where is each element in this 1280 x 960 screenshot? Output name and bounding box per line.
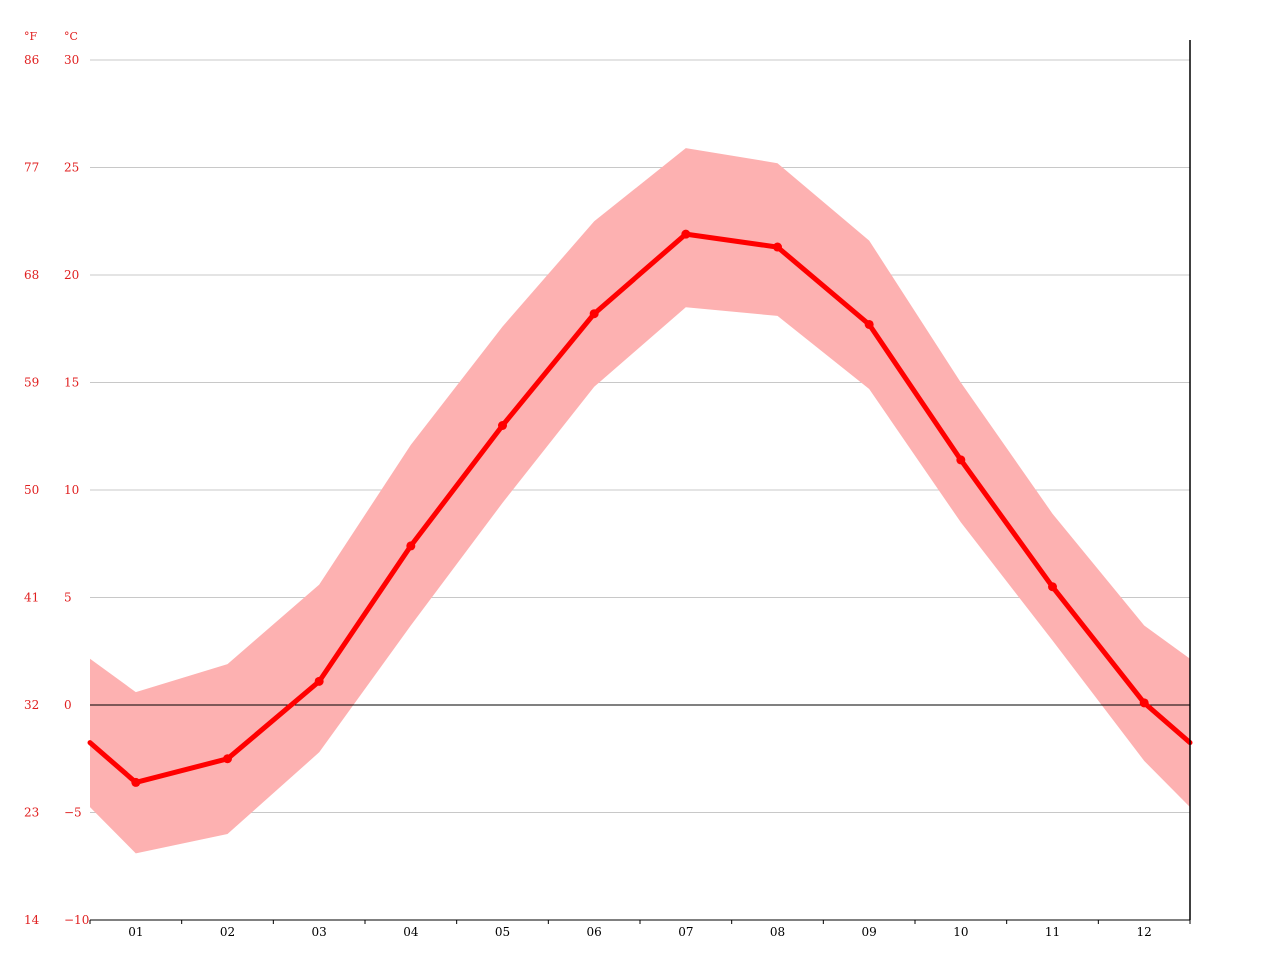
axes — [89, 40, 1191, 924]
y-tick-label-fahrenheit: 32 — [24, 698, 39, 712]
y-tick-label-fahrenheit: 23 — [24, 806, 39, 820]
y-tick-label-celsius: −5 — [64, 806, 82, 820]
x-tick-label: 03 — [312, 925, 327, 939]
x-tick-label: 04 — [403, 925, 419, 939]
celsius-unit-label: °C — [64, 30, 78, 43]
x-tick-label: 07 — [678, 925, 693, 939]
y-tick-label-celsius: 10 — [64, 483, 79, 497]
average-point-12 — [1139, 698, 1149, 708]
y-tick-label-fahrenheit: 41 — [24, 591, 39, 605]
y-tick-label-celsius: 5 — [64, 591, 72, 605]
y-tick-label-celsius: 30 — [64, 53, 79, 67]
x-tick-label: 06 — [587, 925, 602, 939]
average-point-11 — [1048, 582, 1057, 592]
average-point-05 — [498, 421, 507, 430]
average-point-02 — [223, 754, 232, 764]
x-tick-label: 10 — [953, 925, 968, 939]
average-point-04 — [406, 541, 416, 551]
y-tick-label-celsius: 25 — [64, 161, 79, 175]
y-tick-label-fahrenheit: 68 — [24, 268, 39, 282]
y-tick-label-fahrenheit: 77 — [24, 161, 39, 175]
y-tick-label-celsius: −10 — [64, 913, 89, 927]
y-tick-label-celsius: 0 — [64, 698, 72, 712]
y-tick-label-fahrenheit: 59 — [24, 376, 39, 390]
min-max-band — [90, 148, 1190, 854]
average-point-09 — [864, 319, 874, 329]
x-tick-label: 05 — [495, 925, 510, 939]
y-tick-label-fahrenheit: 50 — [24, 483, 39, 497]
y-tick-label-fahrenheit: 86 — [24, 53, 39, 67]
average-temperature-points — [131, 229, 1149, 787]
x-tick-label: 11 — [1045, 925, 1060, 939]
average-point-01 — [131, 777, 141, 787]
x-tick-label: 01 — [128, 925, 143, 939]
average-point-07 — [681, 229, 691, 239]
y-tick-label-fahrenheit: 14 — [24, 913, 40, 927]
average-point-10 — [956, 455, 966, 465]
x-tick-label: 02 — [220, 925, 235, 939]
x-tick-label: 12 — [1137, 925, 1152, 939]
axis-labels: °F °C 867768595041322314302520151050−5−1… — [24, 30, 1152, 939]
fahrenheit-unit-label: °F — [24, 30, 38, 43]
average-temperature-line — [87, 231, 1193, 785]
average-point-08 — [773, 242, 782, 252]
x-tick-label: 09 — [862, 925, 877, 939]
average-line — [87, 231, 1193, 785]
y-tick-label-celsius: 20 — [64, 268, 79, 282]
x-tick-label: 08 — [770, 925, 785, 939]
temperature-range-band — [90, 148, 1190, 854]
average-point-06 — [589, 309, 599, 319]
y-tick-label-celsius: 15 — [64, 376, 79, 390]
average-point-03 — [314, 676, 324, 686]
